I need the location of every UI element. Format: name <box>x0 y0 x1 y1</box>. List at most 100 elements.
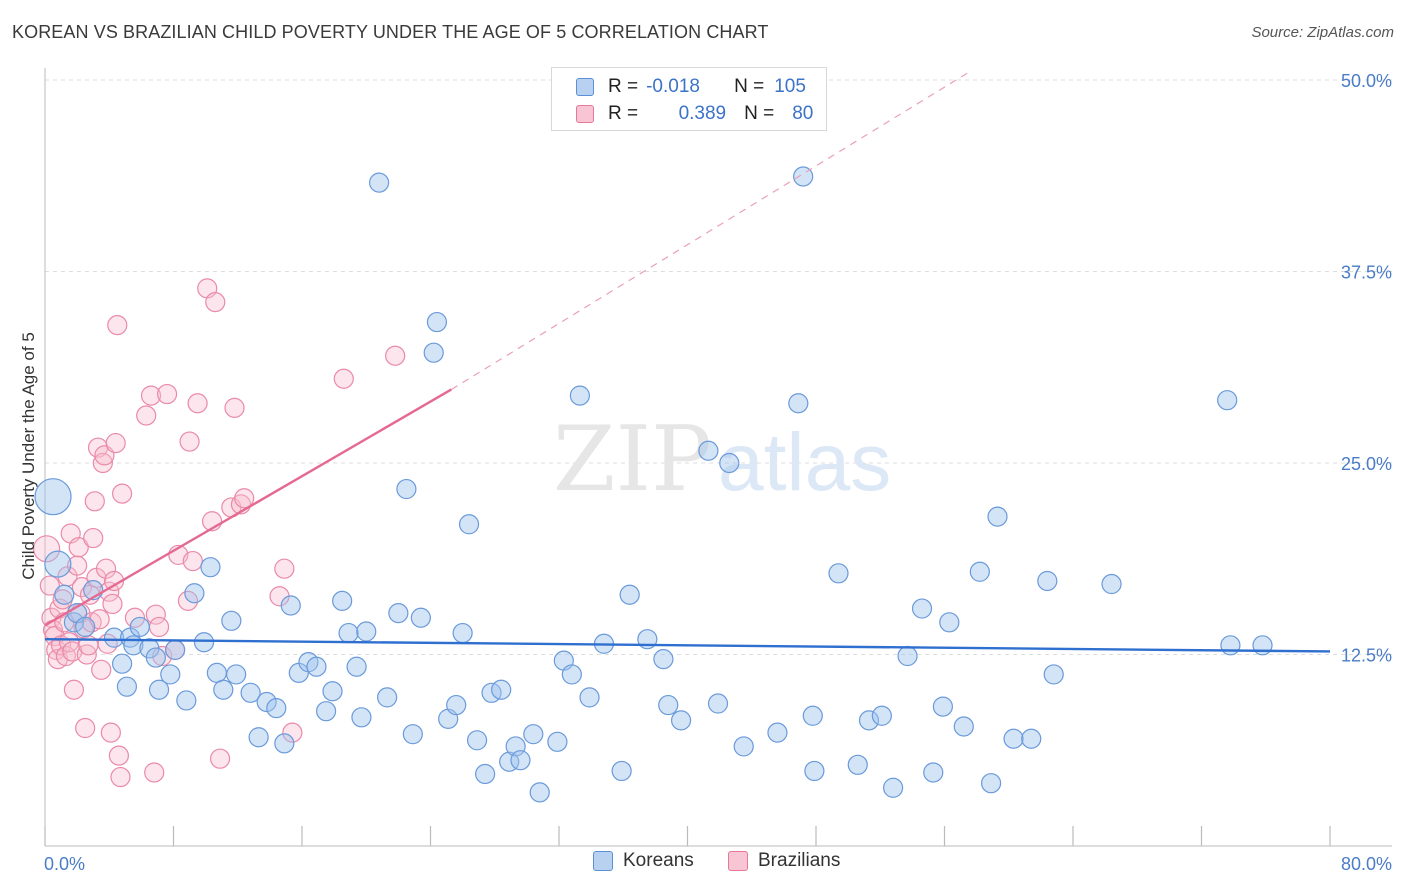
y-axis-label: Child Poverty Under the Age of 5 <box>19 332 38 580</box>
korean-point <box>611 760 632 782</box>
korean-point <box>266 698 287 719</box>
koreans-swatch <box>576 78 594 96</box>
brazilian-point <box>99 581 120 602</box>
correlation-legend: R = -0.018 N = 105 R = 0.389 N = 80 <box>551 67 827 131</box>
korean-point <box>160 664 181 685</box>
korean-point <box>306 656 327 677</box>
korean-point <box>446 694 467 716</box>
brazilian-point <box>39 575 60 596</box>
korean-point <box>452 622 473 644</box>
brazilian-point <box>108 745 129 766</box>
legend-koreans-swatch <box>593 851 613 871</box>
brazilian-point <box>182 550 203 572</box>
korean-point <box>491 679 512 700</box>
korean-point <box>240 682 261 703</box>
y-tick-label-2: 37.5% <box>1341 263 1392 283</box>
korean-point <box>75 616 96 638</box>
korean-point <box>103 627 125 648</box>
brazilian-point <box>145 604 166 625</box>
koreans-r-value: -0.018 <box>646 76 700 97</box>
legend-koreans: Koreans <box>593 850 694 872</box>
brazilian-point <box>91 659 112 680</box>
brazilian-point <box>385 345 406 366</box>
brazilians-n-label: N = <box>744 103 775 124</box>
brazilians-swatch <box>576 105 594 123</box>
korean-point <box>256 691 277 713</box>
korean-point <box>523 724 544 745</box>
brazilian-point <box>234 488 255 509</box>
korean-point <box>1021 728 1042 749</box>
grid-lines <box>45 79 1392 655</box>
brazilian-point <box>107 315 128 336</box>
brazilian-point <box>75 717 96 739</box>
korean-point <box>332 590 353 611</box>
watermark-zip: ZIP <box>553 407 712 512</box>
korean-point <box>193 632 215 653</box>
korean-point <box>871 705 892 726</box>
korean-point <box>707 693 729 714</box>
brazilian-point <box>156 383 178 405</box>
series-legend: Koreans Brazilians <box>0 850 1406 878</box>
korean-point <box>1043 664 1064 685</box>
korean-point <box>733 736 754 757</box>
korean-point <box>426 311 448 333</box>
brazilian-point <box>95 558 117 579</box>
korean-point <box>410 607 431 628</box>
korean-point <box>315 701 337 722</box>
korean-point <box>788 393 809 414</box>
korean-point <box>923 762 944 783</box>
korean-point <box>579 687 600 708</box>
korean-point <box>458 514 480 535</box>
tick-labels: 12.5% 25.0% 37.5% 50.0% 0.0% 80.0% <box>44 71 1392 874</box>
watermark-atlas: atlas <box>718 417 891 508</box>
watermark: ZIP atlas <box>553 407 891 512</box>
korean-point <box>1101 573 1122 595</box>
y-tick-label-3: 50.0% <box>1341 71 1392 91</box>
y-tick-label-1: 25.0% <box>1341 454 1392 474</box>
brazilian-point <box>144 762 165 783</box>
korean-point <box>953 716 974 737</box>
korean-point <box>466 730 488 751</box>
axes <box>44 68 1392 847</box>
korean-point <box>969 561 990 582</box>
korean-point <box>388 603 409 624</box>
korean-point <box>475 763 496 785</box>
korean-point <box>402 724 423 745</box>
korean-point <box>116 676 138 697</box>
brazilian-point <box>136 405 157 426</box>
korean-point <box>129 616 150 638</box>
korean-point <box>698 440 719 461</box>
korean-point <box>423 342 444 363</box>
korean-point <box>176 690 197 711</box>
brazilians-r-value: 0.389 <box>678 103 727 124</box>
y-tick-label-0: 12.5% <box>1341 646 1392 666</box>
korean-point <box>569 385 590 406</box>
korean-point <box>847 754 868 775</box>
brazilian-point <box>140 385 162 406</box>
korean-point <box>248 727 269 748</box>
brazilian-point <box>152 645 173 667</box>
legend-koreans-label: Koreans <box>623 850 694 871</box>
korean-point <box>377 687 398 708</box>
korean-point <box>200 557 221 578</box>
korean-point <box>547 731 568 752</box>
brazilian-point <box>105 432 126 454</box>
korean-point <box>510 750 531 771</box>
korean-point <box>932 696 953 717</box>
koreans-trend-line <box>44 637 1331 653</box>
korean-point <box>767 722 788 743</box>
brazilian-point <box>83 527 104 549</box>
korean-point <box>184 583 205 604</box>
korean-point <box>897 645 918 667</box>
x-tick-label-0: 0.0% <box>44 854 85 874</box>
brazilian-point <box>209 748 231 769</box>
brazilian-point <box>102 593 123 615</box>
brazilian-point <box>110 766 131 788</box>
korean-point <box>858 710 880 731</box>
korean-point <box>346 656 367 677</box>
legend-brazilians-label: Brazilians <box>758 850 841 871</box>
korean-point <box>165 639 186 661</box>
korean-point <box>322 681 343 702</box>
brazilian-point <box>282 722 303 743</box>
